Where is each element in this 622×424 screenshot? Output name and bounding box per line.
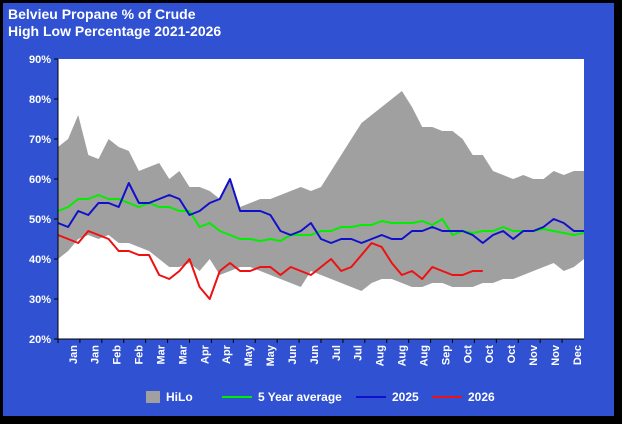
y-tick-label: 30% [29,294,51,306]
x-tick-label: Mar [177,344,189,364]
y-tick-label: 60% [29,174,51,186]
x-tick-label: Jul [353,345,365,361]
x-tick-label: Oct [506,345,518,364]
x-tick-label: May [265,344,277,366]
x-tick-label: Aug [418,345,430,366]
y-tick-label: 70% [29,134,51,146]
x-tick-label: Feb [134,345,146,365]
series-2025-line [57,178,584,244]
legend-2025-label: 2025 [392,390,419,404]
x-tick-label: Jun [309,345,321,365]
x-tick-label: Mar [155,344,167,364]
x-tick-label: Nov [528,344,540,366]
legend-5-year-average-label: 5 Year average [258,390,342,404]
x-tick-label: May [243,344,255,366]
x-tick-label: Oct [484,345,496,364]
x-tick-label: Apr [199,344,211,364]
series-hilo-band [58,91,584,291]
legend-2026-label: 2026 [468,390,495,404]
x-tick-label: Nov [550,344,562,366]
x-tick-label: Jul [331,345,343,361]
chart-title: Belvieu Propane % of Crude [8,6,196,22]
y-tick-label: 20% [29,334,51,346]
legend-hilo-swatch [146,391,160,403]
y-tick-label: 50% [29,214,51,226]
x-tick-label: Oct [462,345,474,364]
chart-subtitle: High Low Percentage 2021-2026 [8,23,222,39]
x-tick-label: Apr [221,344,233,364]
y-tick-label: 90% [29,54,51,66]
x-tick-label: Jan [68,345,80,364]
x-tick-label: Aug [375,345,387,366]
x-tick-label: Jun [287,345,299,365]
series-5-year-average-line [57,194,585,242]
x-tick-label: Dec [572,345,584,365]
x-tick-label: Sep [440,345,452,365]
legend-hilo-label: HiLo [166,390,193,404]
y-tick-label: 40% [29,254,51,266]
y-tick-label: 80% [29,94,51,106]
x-tick-label: Feb [112,345,124,365]
x-tick-label: Aug [397,345,409,366]
x-tick-label: Jan [90,345,102,364]
series-2026-line [57,230,483,300]
